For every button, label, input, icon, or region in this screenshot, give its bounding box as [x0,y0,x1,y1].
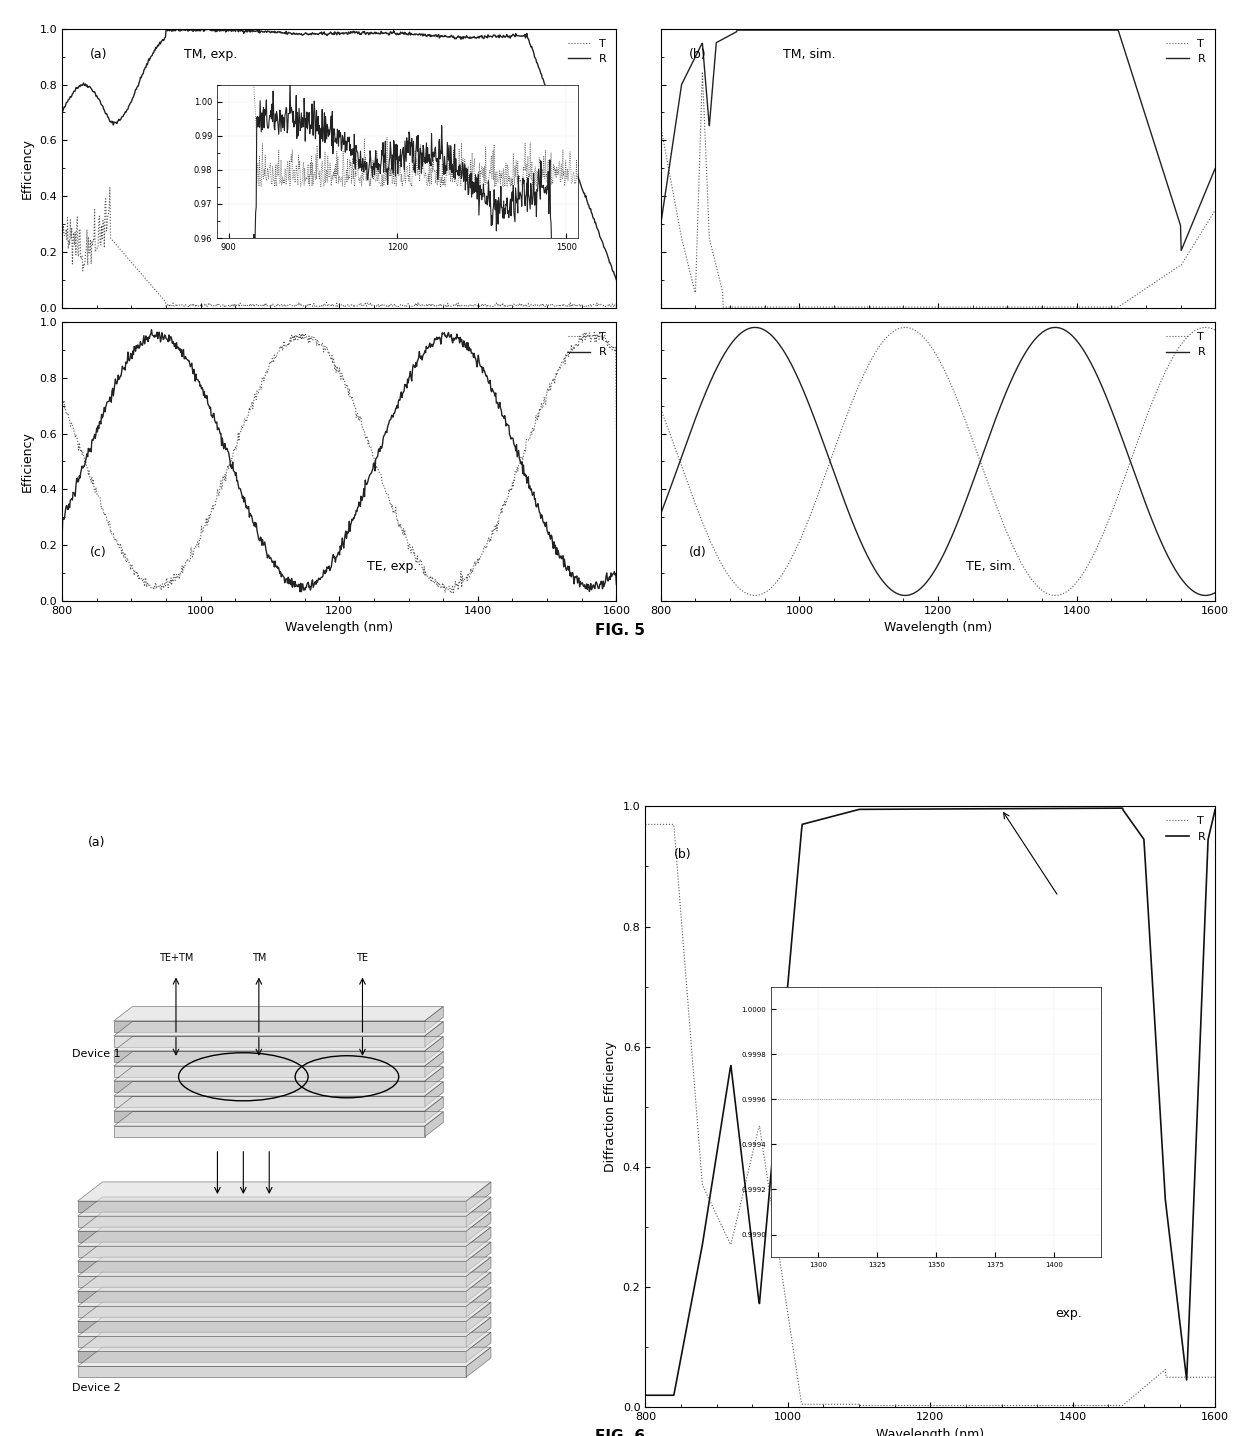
Polygon shape [78,1307,466,1317]
Polygon shape [78,1256,491,1277]
Text: (c): (c) [89,546,107,559]
Polygon shape [114,1111,443,1126]
Y-axis label: Efficiency: Efficiency [21,138,33,198]
Text: (a): (a) [88,836,105,850]
Legend: T, R: T, R [563,34,611,69]
Polygon shape [424,1097,443,1122]
Polygon shape [114,1081,424,1091]
Polygon shape [424,1081,443,1107]
Polygon shape [78,1246,466,1256]
Polygon shape [78,1242,491,1261]
Text: (b): (b) [688,49,706,62]
Polygon shape [466,1333,491,1363]
Polygon shape [114,1021,443,1035]
Polygon shape [466,1317,491,1347]
Text: FIG. 5: FIG. 5 [595,623,645,638]
Polygon shape [78,1277,466,1287]
Polygon shape [78,1351,466,1363]
Polygon shape [114,1097,443,1111]
Polygon shape [78,1198,491,1216]
Polygon shape [424,1007,443,1031]
Polygon shape [78,1231,466,1242]
Polygon shape [466,1302,491,1333]
Polygon shape [114,1037,443,1051]
Polygon shape [114,1067,443,1081]
Polygon shape [114,1111,424,1122]
Polygon shape [466,1256,491,1287]
Polygon shape [114,1081,443,1096]
Polygon shape [114,1096,424,1107]
Polygon shape [78,1287,491,1307]
Polygon shape [466,1198,491,1226]
Text: (a): (a) [89,49,107,62]
Polygon shape [114,1007,443,1021]
Text: exp.: exp. [1055,1307,1083,1320]
Polygon shape [78,1321,466,1333]
Polygon shape [78,1200,466,1212]
Text: Device 1: Device 1 [72,1048,122,1058]
Polygon shape [78,1272,491,1291]
Legend: T, R: T, R [1162,327,1210,362]
Text: (b): (b) [673,849,692,862]
Text: TM, sim.: TM, sim. [782,49,836,62]
Polygon shape [114,1066,424,1077]
Text: Device 2: Device 2 [72,1383,122,1393]
Legend: T, R: T, R [1162,811,1210,846]
Polygon shape [114,1126,424,1137]
Polygon shape [78,1291,466,1302]
Y-axis label: Diffraction Efficiency: Diffraction Efficiency [604,1041,618,1172]
X-axis label: Wavelength (nm): Wavelength (nm) [884,622,992,635]
Polygon shape [78,1261,466,1272]
Text: TE, exp.: TE, exp. [367,560,418,573]
Polygon shape [466,1182,491,1212]
Polygon shape [78,1347,491,1367]
Text: TE+TM: TE+TM [159,952,193,962]
Text: TM: TM [252,952,267,962]
Polygon shape [78,1182,491,1200]
Polygon shape [78,1337,466,1347]
Polygon shape [424,1021,443,1047]
Polygon shape [466,1226,491,1256]
Polygon shape [78,1333,491,1351]
Polygon shape [114,1051,443,1066]
Text: TE, sim.: TE, sim. [966,560,1016,573]
Polygon shape [114,1021,424,1031]
Polygon shape [78,1226,491,1246]
Text: (d): (d) [688,546,707,559]
Polygon shape [466,1242,491,1272]
Polygon shape [424,1067,443,1091]
X-axis label: Wavelength (nm): Wavelength (nm) [285,622,393,635]
Polygon shape [78,1317,491,1337]
Text: TM, exp.: TM, exp. [184,49,237,62]
Polygon shape [78,1216,466,1226]
Polygon shape [466,1212,491,1242]
Legend: T, R: T, R [1162,34,1210,69]
Polygon shape [114,1051,424,1061]
Polygon shape [424,1111,443,1137]
Polygon shape [78,1302,491,1321]
Legend: T, R: T, R [563,327,611,362]
Polygon shape [78,1212,491,1231]
Polygon shape [466,1347,491,1377]
Polygon shape [424,1051,443,1077]
Polygon shape [78,1367,466,1377]
Polygon shape [424,1037,443,1061]
Polygon shape [466,1287,491,1317]
Polygon shape [114,1035,424,1047]
X-axis label: Wavelength (nm): Wavelength (nm) [877,1427,985,1436]
Polygon shape [466,1272,491,1302]
Text: TE: TE [356,952,368,962]
Text: FIG. 6: FIG. 6 [595,1429,645,1436]
Y-axis label: Efficiency: Efficiency [21,431,33,493]
